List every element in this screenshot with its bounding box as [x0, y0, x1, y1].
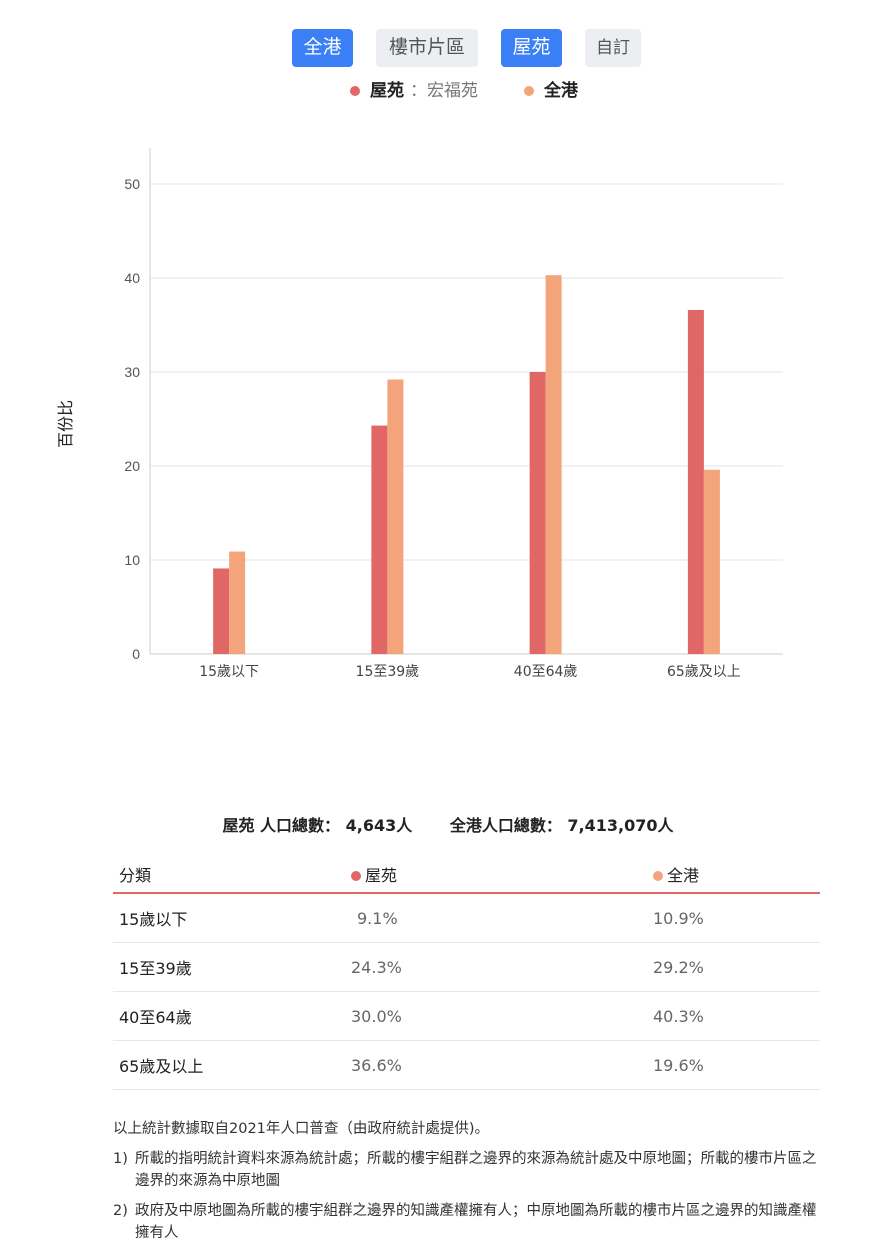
estate-total: 屋苑 人口總數： 4,643人	[222, 816, 413, 835]
table-row: 65歲及以上 36.6% 19.6%	[113, 1040, 820, 1090]
button-custom[interactable]: 自訂	[585, 29, 641, 67]
header-estate: 屋苑	[345, 856, 647, 894]
button-district[interactable]: 樓市片區	[376, 29, 478, 67]
table-row: 40至64歲 30.0% 40.3%	[113, 991, 820, 1041]
x-tick-label: 40至64歲	[514, 664, 578, 680]
header-category: 分類	[113, 856, 345, 894]
y-tick-label: 40	[124, 270, 140, 286]
y-tick-label: 10	[124, 552, 140, 568]
cell-hk: 19.6%	[647, 1040, 820, 1090]
note-1: 所載的指明統計資料來源為統計處；所載的樓宇組群之邊界的來源為統計處及中原地圖；所…	[135, 1151, 817, 1189]
bar-estate	[529, 372, 546, 654]
cell-category: 15歲以下	[113, 893, 345, 943]
cell-category: 40至64歲	[113, 991, 345, 1041]
bar-hk	[545, 275, 562, 654]
cell-category: 65歲及以上	[113, 1040, 345, 1090]
cell-hk: 10.9%	[647, 893, 820, 943]
bar-chart: 0 10 20 30 40 50 15歲以下 15至39歲 40至64歲 65歲及以上	[124, 148, 783, 680]
legend-label: 全港	[544, 81, 578, 101]
y-tick-label: 50	[124, 176, 140, 192]
legend-label: 屋苑	[370, 81, 404, 101]
cell-estate: 30.0%	[345, 991, 647, 1041]
notes-intro: 以上統計數據取自2021年人口普查（由政府統計處提供)。	[113, 1121, 490, 1137]
y-tick-label: 0	[132, 646, 140, 662]
button-all-hk[interactable]: 全港	[292, 29, 353, 67]
note-2: 政府及中原地圖為所載的樓宇組群之邊界的知識產權擁有人；中原地圖為所載的樓市片區之…	[135, 1203, 817, 1241]
bar-hk	[387, 379, 404, 654]
legend-hk[interactable]: 全港	[524, 80, 578, 102]
legend-estate[interactable]: 屋苑 ：宏福苑	[350, 80, 478, 102]
legend-detail: ：宏福苑	[410, 81, 478, 101]
dot-icon	[653, 871, 663, 881]
bar-hk	[229, 551, 246, 654]
bar-estate	[687, 309, 704, 654]
legend-dot-icon	[524, 86, 534, 96]
footnotes: 以上統計數據取自2021年人口普查（由政府統計處提供)。 1) 所載的指明統計資料…	[113, 1118, 823, 1252]
button-estate[interactable]: 屋苑	[501, 29, 562, 67]
table-row: 15至39歲 24.3% 29.2%	[113, 942, 820, 992]
cell-estate: 9.1%	[345, 893, 647, 943]
cell-hk: 40.3%	[647, 991, 820, 1041]
table-row: 15歲以下 9.1% 10.9%	[113, 893, 820, 943]
note-number: 2)	[113, 1203, 128, 1219]
x-tick-label: 15歲以下	[199, 664, 259, 680]
bar-hk	[703, 469, 720, 654]
cell-category: 15至39歲	[113, 942, 345, 992]
header-hk: 全港	[647, 856, 820, 894]
population-totals: 屋苑 人口總數： 4,643人 全港人口總數： 7,413,070人	[0, 812, 896, 836]
note-number: 1)	[113, 1151, 128, 1167]
bar-estate	[213, 568, 230, 654]
cell-hk: 29.2%	[647, 942, 820, 992]
x-tick-label: 15至39歲	[356, 664, 420, 680]
dot-icon	[351, 871, 361, 881]
bar-estate	[371, 425, 388, 654]
hk-total: 全港人口總數： 7,413,070人	[449, 816, 674, 835]
y-tick-label: 30	[124, 364, 140, 380]
legend-dot-icon	[350, 86, 360, 96]
x-tick-label: 65歲及以上	[667, 664, 741, 680]
cell-estate: 36.6%	[345, 1040, 647, 1090]
y-tick-label: 20	[124, 458, 140, 474]
cell-estate: 24.3%	[345, 942, 647, 992]
age-table: 分類 屋苑 全港 15歲以下 9.1% 10.9% 15至39歲 24.3% 29.2% 4…	[113, 856, 820, 1090]
